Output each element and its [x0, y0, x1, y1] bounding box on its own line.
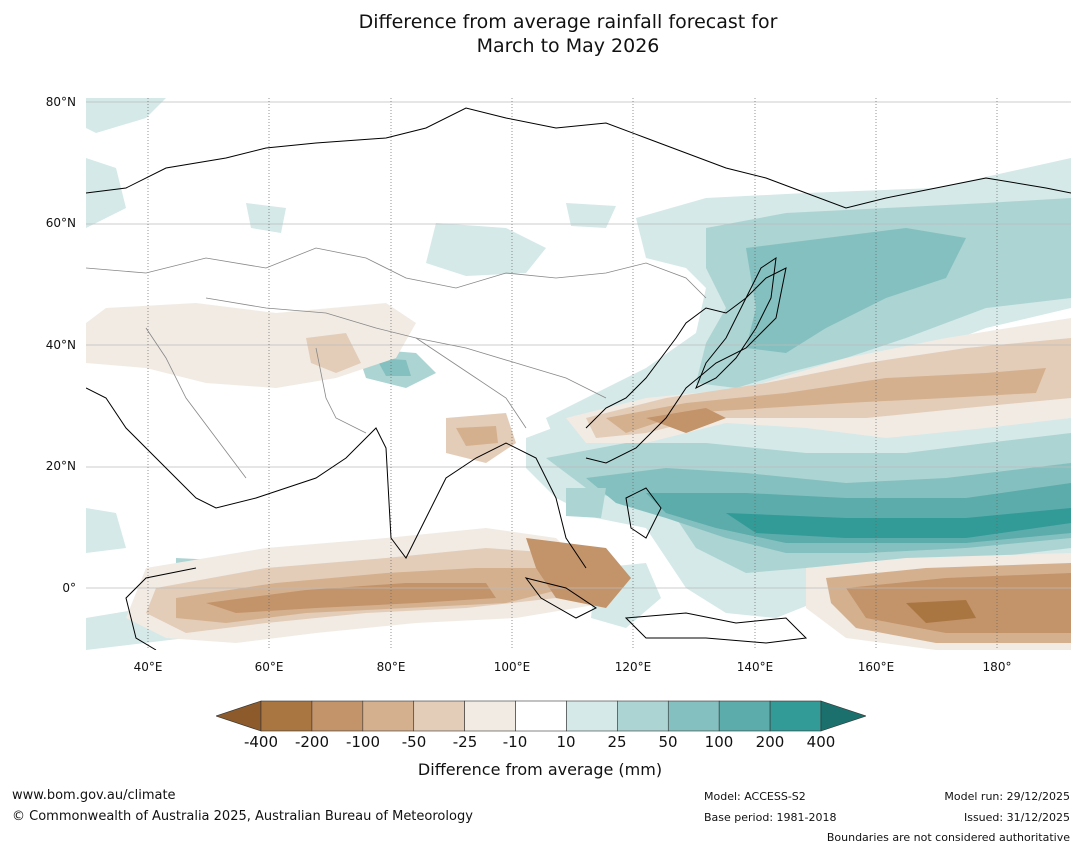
- colorbar-segment: [260, 700, 313, 732]
- colorbar-segment: [718, 700, 771, 732]
- colorbar: [216, 700, 866, 732]
- lon-label-80e: 80°E: [376, 660, 406, 674]
- colorbar-segment: [311, 700, 364, 732]
- lat-label-0: 0°: [62, 581, 76, 595]
- gridlines: [86, 101, 1071, 589]
- model-text: Model: ACCESS-S2: [704, 790, 806, 803]
- coastlines: [86, 107, 1071, 650]
- colorbar-tick: 25: [607, 733, 627, 751]
- lon-label-120e: 120°E: [614, 660, 652, 674]
- colorbar-segment: [769, 700, 822, 732]
- lon-label-160e: 160°E: [857, 660, 895, 674]
- wet-anomaly-shading: [86, 98, 1071, 650]
- dry-anomaly-shading: [86, 303, 1071, 650]
- chart-title: Difference from average rainfall forecas…: [0, 10, 1081, 58]
- colorbar-tick: 10: [556, 733, 576, 751]
- rainfall-map: [86, 98, 1071, 650]
- base-period-text: Base period: 1981-2018: [704, 811, 837, 824]
- lat-label-60n: 60°N: [45, 216, 76, 230]
- issued-text: Issued: 31/12/2025: [963, 811, 1070, 824]
- colorbar-tick: 100: [704, 733, 734, 751]
- colorbar-title: Difference from average (mm): [417, 760, 663, 779]
- colorbar-segment: [617, 700, 669, 732]
- meridians: [147, 98, 998, 650]
- colorbar-segment: [667, 700, 720, 732]
- colorbar-left-arrow: [216, 700, 262, 732]
- lon-label-140e: 140°E: [736, 660, 774, 674]
- colorbar-segment: [464, 700, 516, 732]
- lat-label-20n: 20°N: [45, 459, 76, 473]
- lon-label-100e: 100°E: [493, 660, 531, 674]
- lon-label-60e: 60°E: [254, 660, 284, 674]
- colorbar-right-arrow: [820, 700, 866, 732]
- lat-label-40n: 40°N: [45, 338, 76, 352]
- colorbar-tick: 400: [806, 733, 836, 751]
- colorbar-tick: -100: [345, 733, 381, 751]
- colorbar-tick: -200: [294, 733, 330, 751]
- colorbar-tick: 200: [755, 733, 785, 751]
- colorbar-tick: -25: [452, 733, 478, 751]
- colorbar-tick: -10: [502, 733, 528, 751]
- lon-label-40e: 40°E: [133, 660, 163, 674]
- colorbar-tick: 50: [658, 733, 678, 751]
- country-borders: [86, 247, 707, 479]
- colorbar-segment: [515, 700, 567, 732]
- colorbar-tick: -50: [401, 733, 427, 751]
- lat-label-80n: 80°N: [45, 95, 76, 109]
- colorbar-segment: [362, 700, 415, 732]
- colorbar-tick: -400: [243, 733, 279, 751]
- website-link[interactable]: www.bom.gov.au/climate: [12, 788, 176, 803]
- title-line-2: March to May 2026: [476, 35, 660, 57]
- colorbar-segment: [566, 700, 618, 732]
- copyright-text: © Commonwealth of Australia 2025, Austra…: [12, 809, 473, 824]
- colorbar-segment: [413, 700, 465, 732]
- lon-label-180: 180°: [982, 660, 1012, 674]
- title-line-1: Difference from average rainfall forecas…: [358, 11, 778, 33]
- model-run-text: Model run: 29/12/2025: [944, 790, 1070, 803]
- disclaimer-text: Boundaries are not considered authoritat…: [826, 831, 1070, 844]
